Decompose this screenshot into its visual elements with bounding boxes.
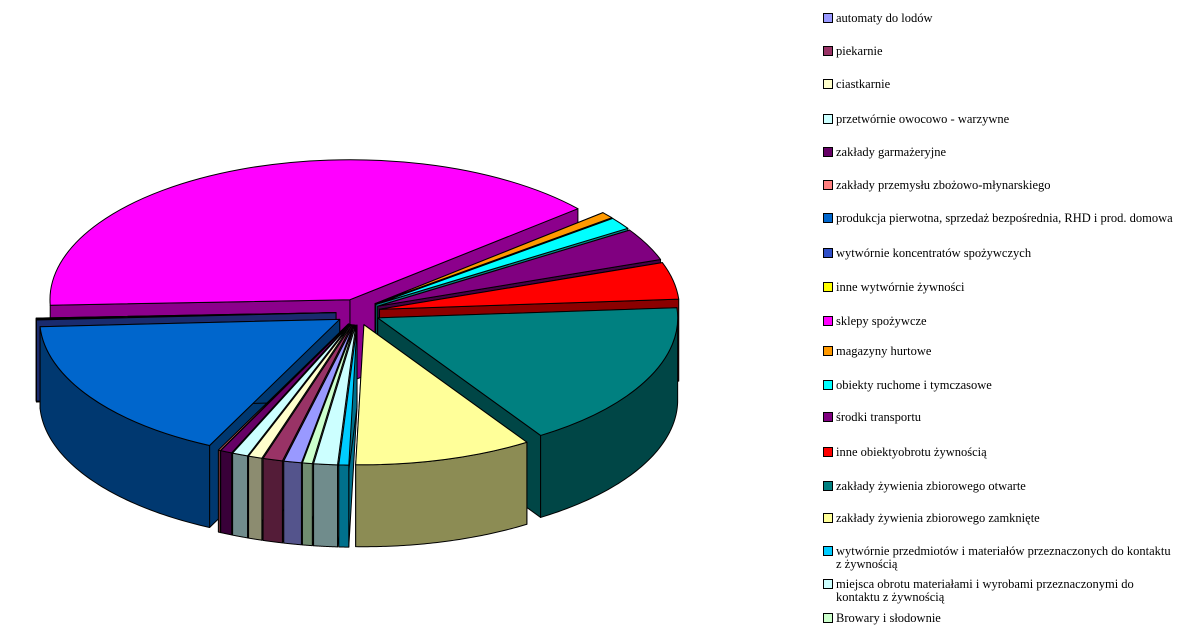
legend-label: obiekty ruchome i tymczasowe [823, 379, 1178, 392]
legend-entry: środki transportu [823, 411, 1178, 424]
legend-swatch [823, 147, 833, 157]
legend-entry: produkcja pierwotna, sprzedaż bezpośredn… [823, 212, 1178, 225]
legend-label: wytwórnie koncentratów spożywczych [823, 247, 1178, 260]
legend-label: zakłady przemysłu zbożowo-młynarskiego [823, 179, 1178, 192]
legend-swatch [823, 447, 833, 457]
legend-entry: magazyny hurtowe [823, 345, 1178, 358]
legend-swatch [823, 412, 833, 422]
legend-swatch [823, 346, 833, 356]
legend-swatch [823, 579, 833, 589]
legend-swatch [823, 613, 833, 623]
legend-label: zakłady garmażeryjne [823, 146, 1178, 159]
legend-label: automaty do lodów [823, 12, 1178, 25]
legend-label: piekarnie [823, 45, 1178, 58]
legend-swatch [823, 180, 833, 190]
legend-entry: inne obiektyobrotu żywnością [823, 446, 1178, 459]
legend-label: przetwórnie owocowo - warzywne [823, 113, 1178, 126]
pie-slice-rim [249, 456, 262, 540]
legend-entry: inne wytwórnie żywności [823, 281, 1178, 294]
pie-chart-area [0, 0, 800, 624]
legend-label: miejsca obrotu materiałami i wyrobami pr… [823, 578, 1178, 604]
legend-entry: automaty do lodów [823, 12, 1178, 25]
pie-slice-rim [339, 465, 349, 547]
legend-entry: sklepy spożywcze [823, 315, 1178, 328]
pie-slice-rim [221, 451, 232, 535]
legend-label: sklepy spożywcze [823, 315, 1178, 328]
legend-label: inne obiektyobrotu żywnością [823, 446, 1178, 459]
legend-swatch [823, 316, 833, 326]
legend-entry: miejsca obrotu materiałami i wyrobami pr… [823, 578, 1178, 604]
legend-label: ciastkarnie [823, 78, 1178, 91]
legend-entry: zakłady przemysłu zbożowo-młynarskiego [823, 179, 1178, 192]
legend-entry: piekarnie [823, 45, 1178, 58]
legend-label: zakłady żywienia zbiorowego zamknięte [823, 512, 1178, 525]
pie-slice-rim [263, 458, 282, 542]
pie-slice-rim [284, 461, 302, 545]
legend-label: magazyny hurtowe [823, 345, 1178, 358]
legend-entry: wytwórnie przedmiotów i materiałów przez… [823, 545, 1178, 571]
legend-label: produkcja pierwotna, sprzedaż bezpośredn… [823, 212, 1178, 225]
legend-entry: zakłady żywienia zbiorowego otwarte [823, 480, 1178, 493]
legend-swatch [823, 213, 833, 223]
legend-swatch [823, 79, 833, 89]
pie-chart [0, 0, 800, 624]
pie-slice-rim [314, 464, 338, 547]
legend-entry: obiekty ruchome i tymczasowe [823, 379, 1178, 392]
legend-label: inne wytwórnie żywności [823, 281, 1178, 294]
legend-swatch [823, 13, 833, 23]
legend-entry: ciastkarnie [823, 78, 1178, 91]
legend-swatch [823, 481, 833, 491]
legend-label: zakłady żywienia zbiorowego otwarte [823, 480, 1178, 493]
legend-swatch [823, 513, 833, 523]
legend-label: wytwórnie przedmiotów i materiałów przez… [823, 545, 1178, 571]
pie-slice-rim [233, 453, 248, 538]
legend-swatch [823, 46, 833, 56]
legend-entry: Browary i słodownie [823, 612, 1178, 625]
legend-entry: zakłady żywienia zbiorowego zamknięte [823, 512, 1178, 525]
pie-slice-rim [218, 450, 220, 532]
legend-entry: przetwórnie owocowo - warzywne [823, 113, 1178, 126]
legend-label: Browary i słodownie [823, 612, 1178, 625]
legend-label: środki transportu [823, 411, 1178, 424]
legend-swatch [823, 114, 833, 124]
legend-entry: wytwórnie koncentratów spożywczych [823, 247, 1178, 260]
legend-swatch [823, 282, 833, 292]
legend: automaty do lodów piekarnie ciastkarnie prz… [823, 0, 1185, 624]
legend-swatch [823, 546, 833, 556]
pie-slice-rim [302, 463, 312, 546]
legend-entry: zakłady garmażeryjne [823, 146, 1178, 159]
legend-swatch [823, 248, 833, 258]
legend-swatch [823, 380, 833, 390]
